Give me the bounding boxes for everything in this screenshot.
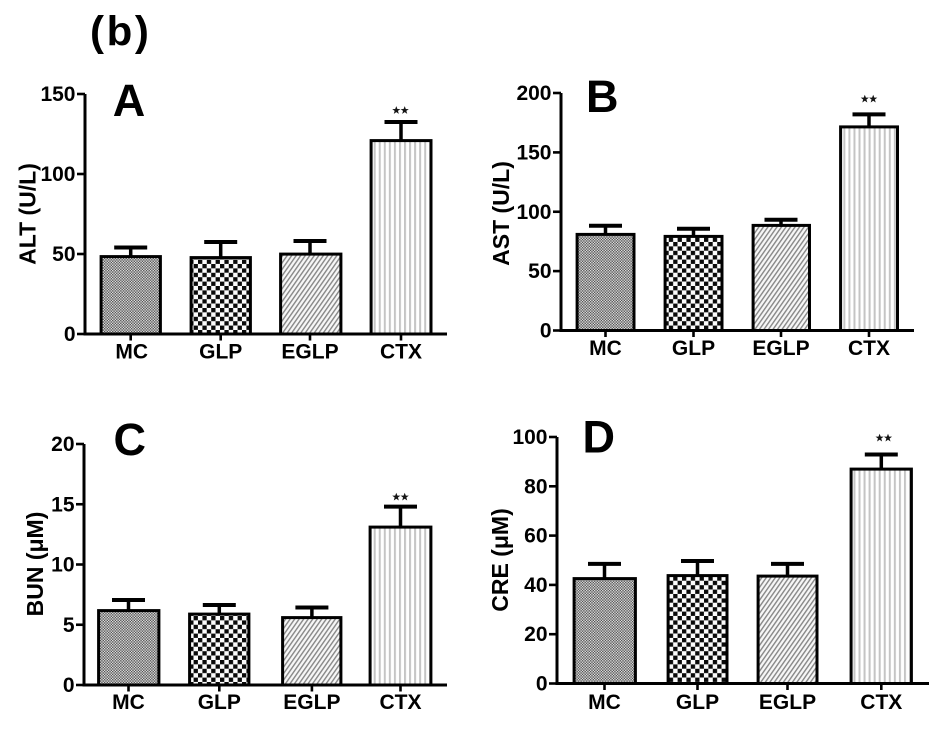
svg-text:5: 5 (63, 614, 75, 637)
svg-text:C: C (114, 414, 147, 465)
svg-text:MC: MC (588, 691, 621, 714)
svg-text:10: 10 (51, 554, 74, 577)
svg-text:B: B (586, 71, 619, 122)
svg-text:CTX: CTX (860, 691, 902, 714)
svg-text:100: 100 (40, 163, 75, 186)
svg-text:GLP: GLP (198, 691, 241, 714)
svg-text:ALT (U/L): ALT (U/L) (15, 163, 41, 265)
svg-text:0: 0 (536, 673, 548, 696)
svg-text:EGLP: EGLP (281, 341, 338, 364)
svg-text:GLP: GLP (199, 341, 242, 364)
svg-text:40: 40 (524, 574, 547, 597)
svg-text:EGLP: EGLP (759, 691, 816, 714)
svg-text:0: 0 (64, 323, 76, 346)
svg-text:MC: MC (589, 337, 622, 360)
svg-text:GLP: GLP (672, 337, 715, 360)
svg-text:20: 20 (51, 433, 74, 456)
svg-text:MC: MC (112, 691, 145, 714)
svg-text:20: 20 (524, 623, 547, 646)
svg-text:AST (U/L): AST (U/L) (488, 161, 514, 266)
svg-text:50: 50 (52, 243, 75, 266)
svg-text:CRE (μM): CRE (μM) (487, 508, 513, 612)
svg-text:80: 80 (524, 475, 547, 498)
svg-text:EGLP: EGLP (283, 691, 340, 714)
svg-text:50: 50 (528, 260, 551, 283)
svg-text:EGLP: EGLP (752, 337, 809, 360)
svg-text:CTX: CTX (380, 341, 422, 364)
svg-text:GLP: GLP (676, 691, 719, 714)
svg-text:200: 200 (516, 82, 551, 105)
svg-text:150: 150 (516, 141, 551, 164)
svg-text:(b): (b) (90, 8, 151, 55)
svg-text:100: 100 (516, 201, 551, 224)
svg-text:100: 100 (512, 426, 547, 449)
svg-text:CTX: CTX (848, 337, 890, 360)
svg-text:D: D (583, 412, 616, 463)
svg-text:150: 150 (40, 83, 75, 106)
svg-text:CTX: CTX (380, 691, 422, 714)
svg-text:A: A (113, 75, 146, 126)
svg-text:0: 0 (540, 320, 552, 343)
svg-text:60: 60 (524, 525, 547, 548)
svg-text:0: 0 (63, 674, 75, 697)
svg-text:BUN (μM): BUN (μM) (22, 512, 48, 617)
svg-text:MC: MC (115, 341, 148, 364)
svg-text:15: 15 (51, 493, 75, 516)
